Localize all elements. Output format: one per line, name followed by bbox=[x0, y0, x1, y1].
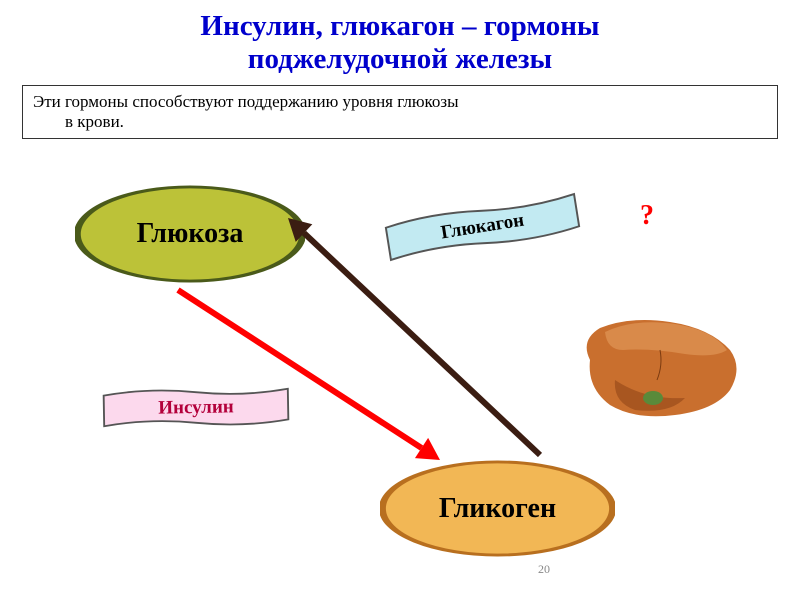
description-box: Эти гормоны способствуют поддержанию уро… bbox=[22, 85, 778, 139]
page-number: 20 bbox=[538, 562, 550, 577]
description-line-2: в крови. bbox=[33, 112, 767, 132]
glycogen-node: Гликоген bbox=[380, 460, 615, 557]
insulin-banner: Инсулин bbox=[102, 383, 291, 431]
glucagon-label: Глюкагон bbox=[439, 210, 525, 244]
page-number-text: 20 bbox=[538, 562, 550, 576]
liver-icon bbox=[575, 310, 745, 425]
title-line-1: Инсулин, глюкагон – гормоны bbox=[200, 10, 599, 42]
insulin-label: Инсулин bbox=[158, 396, 234, 418]
glucose-node: Глюкоза bbox=[75, 185, 305, 283]
description-line-1: Эти гормоны способствуют поддержанию уро… bbox=[33, 92, 767, 112]
question-mark: ? bbox=[640, 200, 654, 232]
glucose-label: Глюкоза bbox=[137, 220, 244, 248]
glycogen-label: Гликоген bbox=[439, 495, 556, 523]
question-text: ? bbox=[640, 200, 654, 231]
glucagon-banner: Глюкагон bbox=[382, 188, 582, 266]
title-line-2: поджелудочной железы bbox=[248, 43, 552, 75]
page-title: Инсулин, глюкагон – гормоны поджелудочно… bbox=[0, 0, 800, 83]
